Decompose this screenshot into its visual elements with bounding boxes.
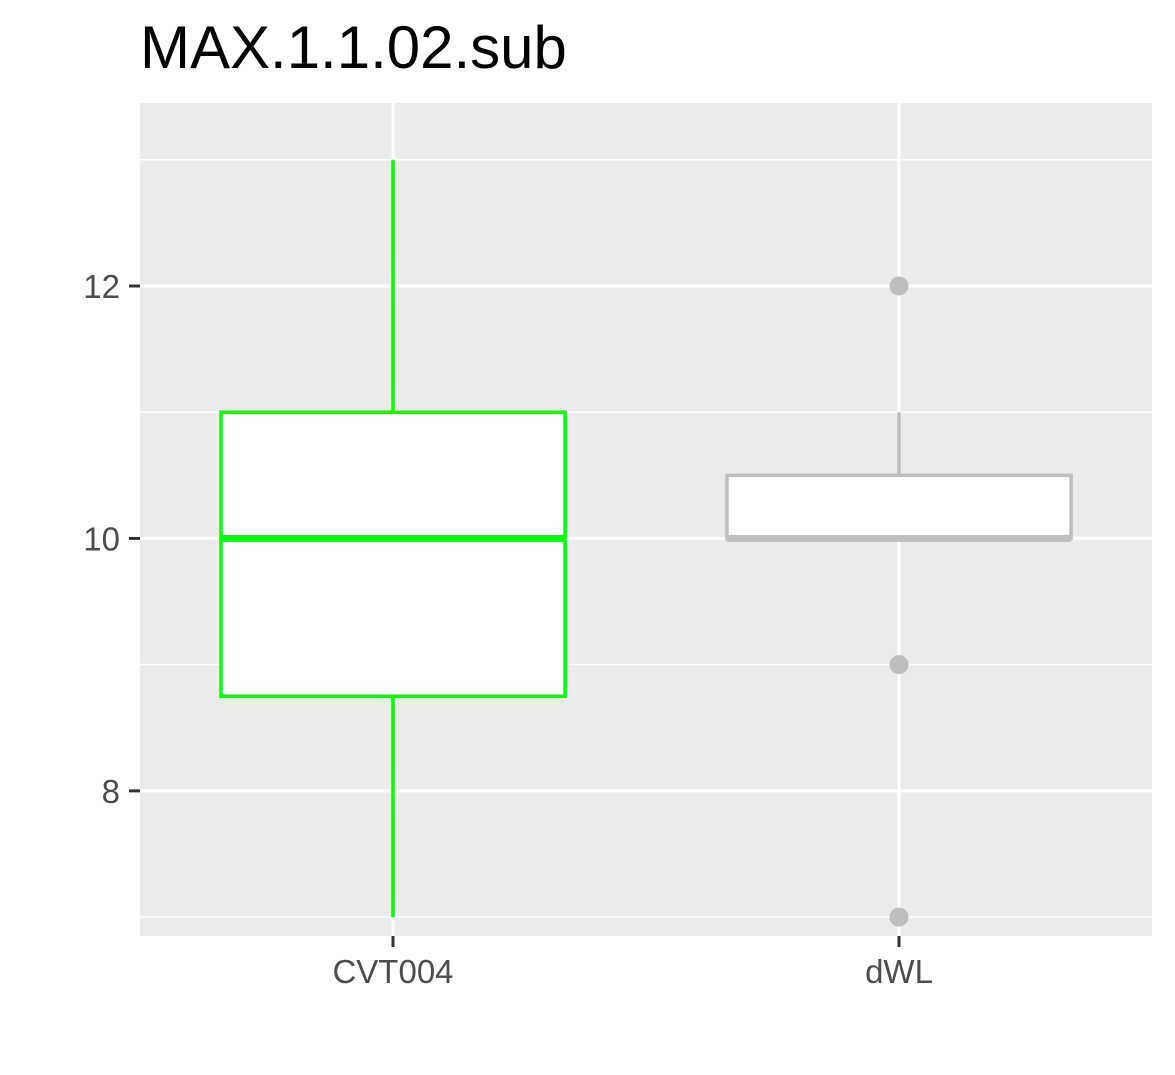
y-tick-label: 10 [83, 520, 120, 557]
box-iqr [725, 473, 1073, 541]
outlier-point [889, 276, 909, 296]
box-dwl [725, 276, 1073, 927]
x-tick-label: CVT004 [332, 953, 453, 990]
y-axis: 8 10 12 [83, 268, 140, 810]
x-axis: CVT004 dWL [332, 936, 933, 990]
chart-title: MAX.1.1.02.sub [140, 14, 567, 81]
outlier-point [889, 907, 909, 927]
outlier-point [889, 655, 909, 675]
x-tick-label: dWL [865, 953, 933, 990]
box-cvt004 [219, 159, 567, 918]
box-series [219, 159, 1073, 927]
y-tick-label: 12 [83, 268, 120, 305]
y-tick-label: 8 [102, 773, 120, 810]
box-iqr [219, 410, 567, 698]
